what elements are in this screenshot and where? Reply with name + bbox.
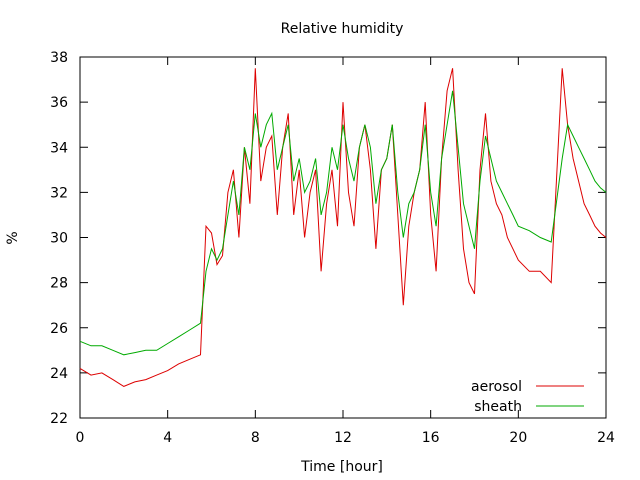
data-series: [79, 68, 607, 387]
x-tick-label: 24: [597, 430, 615, 446]
y-tick-label: 32: [50, 185, 68, 201]
legend-label-aerosol: aerosol: [471, 379, 522, 395]
legend: aerosol sheath: [471, 379, 584, 415]
x-tick-label: 4: [163, 430, 172, 446]
y-tick-label: 28: [50, 276, 68, 292]
x-tick-label: 12: [334, 430, 352, 446]
x-tick-label: 8: [251, 430, 260, 446]
y-tick-label: 38: [50, 50, 68, 66]
chart-title: Relative humidity: [281, 21, 404, 37]
x-tick-label: 16: [422, 430, 440, 446]
x-tick-label: 20: [509, 430, 527, 446]
y-tick-label: 34: [50, 140, 68, 156]
x-tick-label: 0: [76, 430, 85, 446]
axis-ticks: 22 24 26 28 30 32 34 36 38 0 4 8 12 16 20 24: [50, 50, 615, 446]
y-axis-label: %: [5, 231, 21, 244]
series-line-aerosol: [79, 68, 607, 387]
y-tick-label: 36: [50, 95, 68, 111]
y-tick-label: 26: [50, 321, 68, 337]
y-tick-label: 30: [50, 231, 68, 247]
y-tick-label: 22: [50, 411, 68, 427]
legend-label-sheath: sheath: [474, 399, 522, 415]
series-line-sheath: [79, 90, 607, 356]
x-axis-label: Time [hour]: [300, 459, 383, 475]
y-tick-label: 24: [50, 366, 68, 382]
